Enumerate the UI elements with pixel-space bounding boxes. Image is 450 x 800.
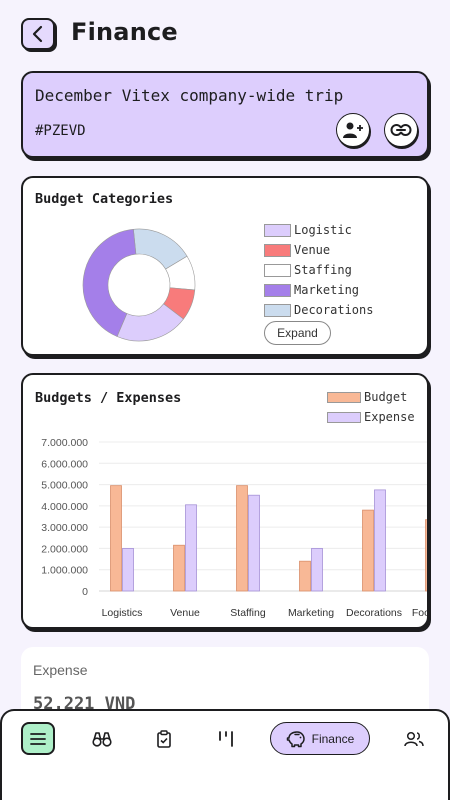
legend-label: Budget <box>364 390 408 404</box>
y-tick-label: 3.000.000 <box>41 522 88 534</box>
legend-label: Staffing <box>294 263 352 277</box>
y-tick-label: 6.000.000 <box>41 458 88 470</box>
bar-expense <box>311 548 323 592</box>
legend-item-decorations: Decorations <box>264 300 373 320</box>
trip-card: December Vitex company-wide trip #PZEVD <box>21 71 429 158</box>
bar-budget <box>362 509 374 592</box>
legend-label: Logistic <box>294 223 352 237</box>
budgets-expenses-bar-chart: 0 1.000.000 2.000.000 3.000.000 4.000.000 5.0… <box>41 437 429 619</box>
clipboard-check-icon <box>157 729 171 748</box>
y-tick-label: 2.000.000 <box>41 543 88 555</box>
legend-label: Decorations <box>294 303 374 317</box>
y-tick-label: 1.000.000 <box>41 565 88 577</box>
share-link-button[interactable] <box>384 113 418 147</box>
legend-label: Expense <box>364 410 415 424</box>
add-user-icon <box>343 122 363 138</box>
nav-tasks[interactable] <box>150 722 178 755</box>
y-tick-label: 5.000.000 <box>41 480 88 492</box>
trip-name: December Vitex company-wide trip <box>35 86 344 105</box>
nav-finance-label: Finance <box>311 731 355 746</box>
x-tick-label: Foood & D <box>412 607 429 619</box>
nav-board[interactable] <box>212 722 240 755</box>
bar-expense <box>122 548 134 592</box>
nav-finance[interactable]: Finance <box>270 722 370 755</box>
bar-budget <box>299 560 311 592</box>
bar-budget <box>425 519 427 592</box>
x-tick-label: Staffing <box>230 607 266 619</box>
link-icon <box>390 124 412 136</box>
expense-label: Expense <box>33 662 88 678</box>
bar-budget <box>173 544 185 592</box>
y-tick-label: 0 <box>82 586 88 598</box>
bar-expense <box>374 489 386 592</box>
users-icon <box>404 731 424 746</box>
budgets-expenses-card: Budgets / Expenses Budget Expense 0 1.000… <box>21 373 429 629</box>
x-tick-label: Marketing <box>288 607 334 619</box>
page-title: Finance <box>71 18 178 46</box>
legend-swatch <box>327 411 361 423</box>
binoculars-icon <box>92 731 112 747</box>
menu-button[interactable] <box>21 722 55 755</box>
legend-item-venue: Venue <box>264 240 373 260</box>
categories-legend: Logistic Venue Staffing Marketing Decora… <box>264 220 373 320</box>
expand-button[interactable]: Expand <box>264 321 331 345</box>
nav-members[interactable] <box>400 722 428 755</box>
bar-budget <box>110 485 122 592</box>
bar-expense <box>248 494 260 592</box>
x-tick-label: Venue <box>170 607 200 619</box>
legend-swatch <box>264 283 291 297</box>
donut-slice-marketing <box>82 228 137 337</box>
legend-label: Marketing <box>294 283 360 297</box>
x-tick-label: Logistics <box>102 607 143 619</box>
budgets-expenses-title: Budgets / Expenses <box>35 390 182 406</box>
legend-swatch <box>264 223 291 237</box>
legend-item-budget: Budget <box>327 387 415 407</box>
y-tick-label: 7.000.000 <box>41 437 88 449</box>
trip-code: #PZEVD <box>35 123 86 139</box>
legend-item-staffing: Staffing <box>264 260 373 280</box>
legend-label: Venue <box>294 243 331 257</box>
legend-swatch <box>264 243 291 257</box>
budget-categories-card: Budget Categories Logistic Venue Staffin… <box>21 176 429 356</box>
legend-item-logistic: Logistic <box>264 220 373 240</box>
legend-swatch <box>264 263 291 277</box>
bar-expense <box>185 504 197 592</box>
budget-categories-title: Budget Categories <box>35 191 174 207</box>
bar-budget <box>236 485 248 592</box>
legend-item-marketing: Marketing <box>264 280 373 300</box>
chevron-left-icon <box>32 25 43 43</box>
x-tick-label: Decorations <box>346 607 402 619</box>
menu-icon <box>30 732 46 745</box>
legend-swatch <box>327 391 361 403</box>
nav-explore[interactable] <box>88 722 116 755</box>
add-member-button[interactable] <box>336 113 370 147</box>
legend-swatch <box>264 303 291 317</box>
budget-categories-donut-chart <box>82 228 196 342</box>
header: Finance <box>0 0 450 70</box>
legend-item-expense: Expense <box>327 407 415 427</box>
y-tick-label: 4.000.000 <box>41 501 88 513</box>
piggy-bank-icon <box>286 730 305 747</box>
bottom-nav: Finance <box>0 709 450 800</box>
back-button[interactable] <box>21 18 55 50</box>
budgets-legend: Budget Expense <box>327 387 415 427</box>
kanban-icon <box>219 730 233 747</box>
